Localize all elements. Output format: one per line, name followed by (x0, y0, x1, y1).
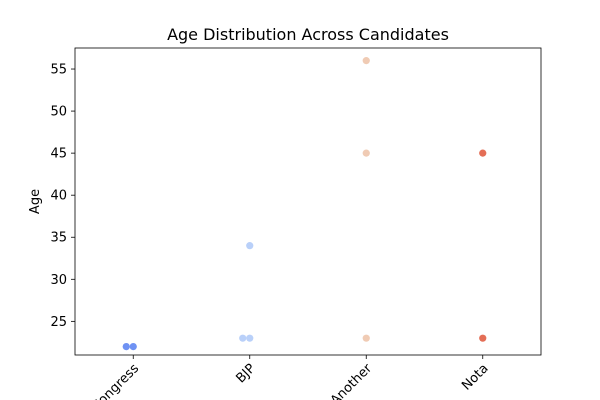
y-tick-label: 50 (50, 105, 67, 120)
data-points (122, 57, 487, 351)
y-tick-label: 45 (50, 147, 67, 162)
data-point (362, 334, 370, 342)
y-tick-label: 40 (50, 189, 67, 204)
data-point (246, 334, 254, 342)
data-point (479, 149, 487, 157)
data-point (246, 242, 254, 250)
data-point (362, 57, 370, 65)
plot-frame (74, 47, 542, 356)
chart-title: Age Distribution Across Candidates (167, 25, 449, 44)
data-point (122, 342, 130, 351)
y-tick-label: 55 (50, 63, 67, 78)
data-point (239, 334, 247, 342)
x-tick-label: BJP (233, 361, 258, 386)
y-axis-label: Age (28, 189, 43, 214)
x-tick-label: Another (328, 361, 376, 400)
y-tick-label: 25 (50, 315, 67, 330)
x-tick-label: Congress (89, 361, 142, 400)
data-point (362, 149, 370, 157)
y-tick-label: 35 (50, 231, 67, 246)
y-tick-label: 30 (50, 273, 67, 288)
x-tick-label: Nota (459, 361, 491, 393)
axis-ticks: 25 30 35 40 45 50 55 Congress BJP Another Nota (50, 63, 491, 400)
data-point (129, 342, 137, 351)
data-point (479, 334, 487, 342)
